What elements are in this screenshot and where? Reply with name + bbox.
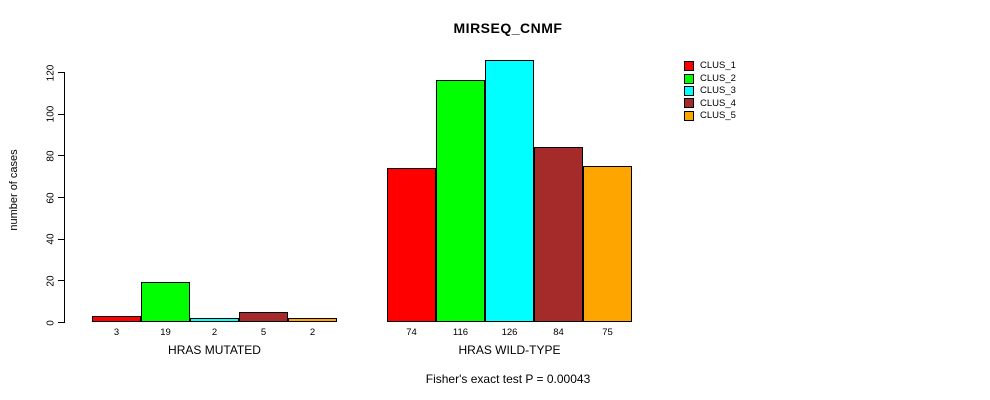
legend-label: CLUS_3 [700,85,736,97]
legend-label: CLUS_4 [700,97,736,109]
y-axis-tick [58,197,64,198]
legend-label: CLUS_2 [700,72,736,84]
y-axis-tick [58,113,64,115]
pvalue-annotation: Fisher's exact test P = 0.00043 [425,372,591,386]
y-axis-tick [58,155,64,157]
bar-value-label: 126 [501,327,518,338]
legend-item-clus_2: CLUS_2 [684,72,736,84]
bar-value-label: 84 [553,327,564,338]
y-axis-tick [58,280,64,282]
y-axis-label: number of cases [8,149,20,231]
bar-clus_1-mutated [92,315,141,322]
bar-value-label: 75 [602,327,613,338]
bar-value-label: 2 [211,327,218,338]
bar-clus_1-wild-type [387,167,436,322]
group-label-hras-wild-type: HRAS WILD-TYPE [458,343,561,357]
legend-item-clus_5: CLUS_5 [684,110,736,122]
y-axis-tick-label: 0 [45,319,57,326]
bar-clus_5-mutated [288,317,337,322]
bar-value-label: 2 [309,327,316,338]
y-axis-tick [58,322,64,323]
bar-clus_4-wild-type [534,147,583,322]
legend-label: CLUS_1 [700,60,736,72]
legend-label: CLUS_5 [700,110,736,121]
group-label-hras-mutated: HRAS MUTATED [168,343,261,357]
y-axis-tick [58,238,64,240]
legend-swatch-icon [684,61,694,72]
y-axis-tick-label: 60 [45,191,57,204]
legend-item-clus_3: CLUS_3 [684,85,736,97]
bar-value-label: 3 [113,327,120,338]
bar-clus_3-mutated [190,317,239,322]
bar-value-label: 116 [452,327,469,338]
legend: CLUS_1 CLUS_2 CLUS_3 CLUS_4 CLUS_5 [684,60,736,122]
y-axis-tick-label: 120 [45,64,57,81]
bar-clus_3-wild-type [485,59,534,322]
chart-title: MIRSEQ_CNMF [453,20,563,36]
y-axis-tick-label: 40 [45,233,57,245]
legend-item-clus_4: CLUS_4 [684,97,736,109]
y-axis-tick-label: 80 [45,150,57,162]
bar-clus_5-wild-type [583,165,632,322]
legend-swatch-icon [684,73,694,84]
y-axis-line [64,72,65,323]
legend-swatch-icon [684,110,694,121]
y-axis-tick [58,72,64,73]
bar-value-label: 74 [406,327,417,338]
bar-value-label: 19 [160,327,171,338]
y-axis-tick-label: 20 [45,275,57,287]
bar-clus_4-mutated [239,311,288,322]
y-axis-tick-label: 100 [45,105,57,123]
legend-item-clus_1: CLUS_1 [684,60,736,72]
bar-value-label: 5 [260,327,267,338]
legend-swatch-icon [684,98,694,109]
legend-swatch-icon [684,85,694,96]
bar-clus_2-wild-type [436,80,485,322]
bar-clus_2-mutated [141,282,190,322]
